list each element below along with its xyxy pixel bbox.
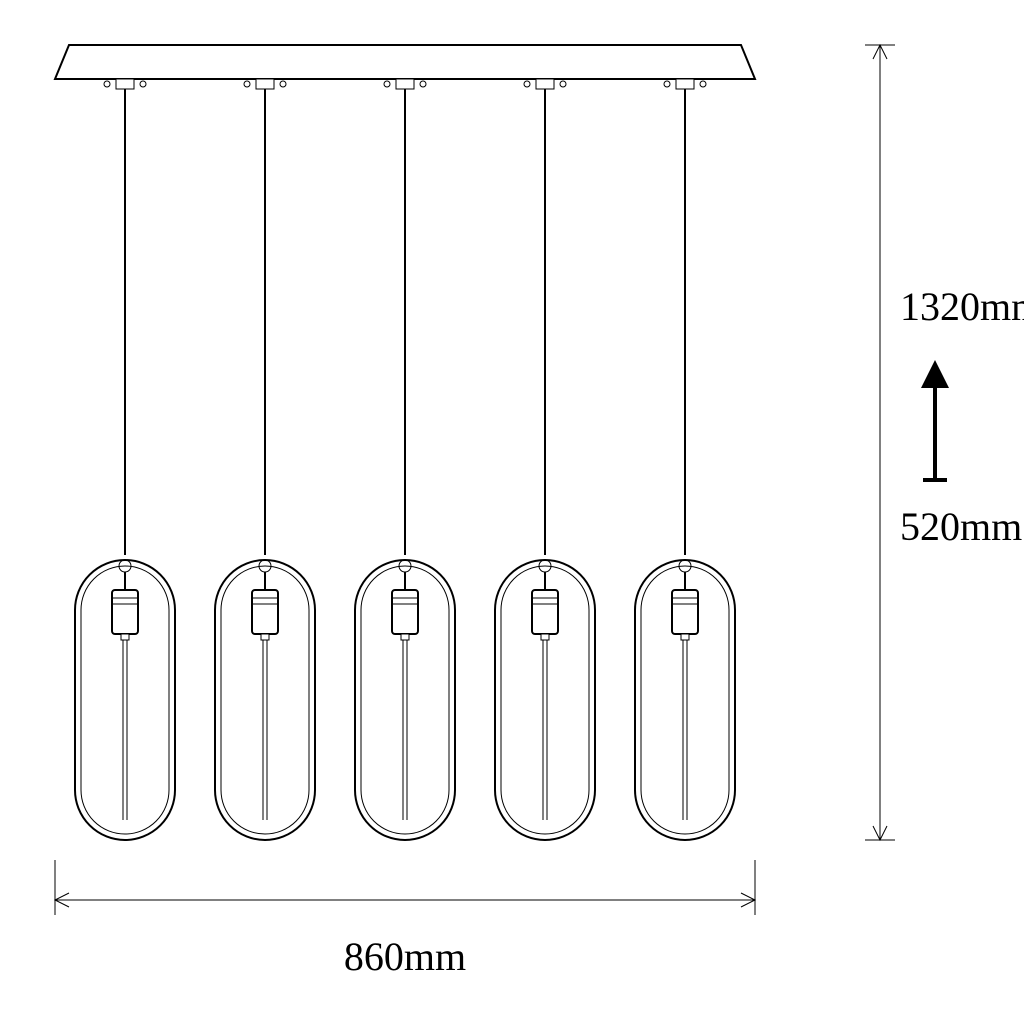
pendant-3 xyxy=(355,79,455,840)
bulb-socket xyxy=(672,590,698,634)
rod-cap xyxy=(681,634,689,640)
pendant-1 xyxy=(75,79,175,840)
mount-nub xyxy=(256,79,274,89)
mount-nub xyxy=(116,79,134,89)
bulb-socket xyxy=(252,590,278,634)
screw-icon xyxy=(524,81,530,87)
rod-cap xyxy=(261,634,269,640)
mount-nub xyxy=(536,79,554,89)
screw-icon xyxy=(560,81,566,87)
mount-nub xyxy=(676,79,694,89)
dimension-label: 520mm xyxy=(900,504,1022,549)
screw-icon xyxy=(244,81,250,87)
bulb-socket xyxy=(532,590,558,634)
dimension-label: 1320mm xyxy=(900,284,1024,329)
pendant-2 xyxy=(215,79,315,840)
screw-icon xyxy=(140,81,146,87)
screw-icon xyxy=(280,81,286,87)
screw-icon xyxy=(700,81,706,87)
screw-icon xyxy=(384,81,390,87)
dimension-label: 860mm xyxy=(344,934,466,979)
screw-icon xyxy=(104,81,110,87)
bulb-socket xyxy=(112,590,138,634)
mount-nub xyxy=(396,79,414,89)
rod-cap xyxy=(401,634,409,640)
screw-icon xyxy=(420,81,426,87)
pendant-4 xyxy=(495,79,595,840)
rod-cap xyxy=(541,634,549,640)
screw-icon xyxy=(664,81,670,87)
arrowhead-icon xyxy=(921,360,949,388)
technical-drawing: 860mm 1320mm 520mm xyxy=(0,0,1024,1024)
bulb-socket xyxy=(392,590,418,634)
pendant-5 xyxy=(635,79,735,840)
rod-cap xyxy=(121,634,129,640)
ceiling-plate xyxy=(55,45,755,79)
